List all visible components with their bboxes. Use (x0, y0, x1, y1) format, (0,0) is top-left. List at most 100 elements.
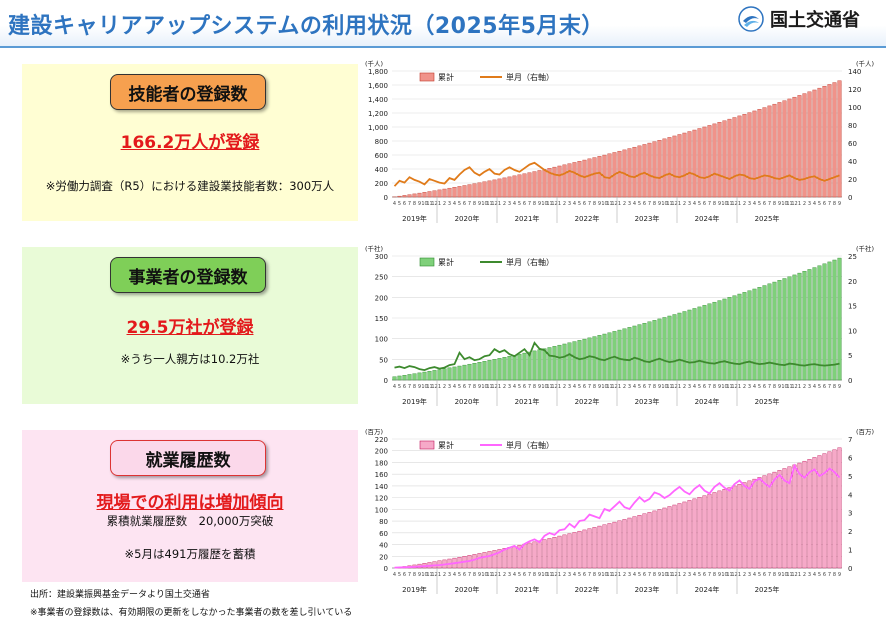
cumulative-bar (542, 348, 547, 381)
history-headline: 現場での利用は増加傾向 (96, 493, 284, 513)
year-label: 2022年 (575, 214, 600, 223)
cumulative-bar (437, 189, 442, 198)
cumulative-bar (497, 178, 502, 198)
month-tick-label: 12 (611, 384, 617, 390)
month-tick-label: 10 (721, 384, 727, 390)
cumulative-bar (747, 290, 752, 381)
cumulative-bar (672, 314, 677, 381)
y-tick-label: 100 (375, 506, 388, 514)
month-tick-label: 4 (393, 572, 396, 578)
cumulative-bar (432, 190, 437, 198)
month-tick-label: 7 (588, 572, 591, 578)
month-tick-label: 5 (758, 201, 761, 207)
month-tick-label: 10 (781, 201, 787, 207)
month-tick-label: 6 (463, 384, 466, 390)
cumulative-bar (637, 324, 642, 381)
month-tick-label: 3 (448, 201, 451, 207)
month-tick-label: 9 (418, 572, 421, 578)
month-tick-label: 9 (718, 384, 721, 390)
cumulative-bar (747, 112, 752, 198)
month-tick-label: 8 (773, 572, 776, 578)
month-tick-label: 4 (513, 572, 516, 578)
month-tick-label: 10 (661, 201, 667, 207)
month-tick-label: 8 (773, 201, 776, 207)
month-tick-label: 6 (403, 201, 406, 207)
month-tick-label: 12 (431, 572, 437, 578)
cumulative-bar (692, 129, 697, 198)
month-tick-label: 9 (538, 572, 541, 578)
month-tick-label: 2 (683, 201, 686, 207)
cumulative-bar (512, 546, 517, 569)
month-tick-label: 3 (448, 384, 451, 390)
cumulative-bar (427, 371, 432, 381)
cumulative-bar (522, 352, 527, 381)
cumulative-bar (737, 293, 742, 381)
month-tick-label: 6 (823, 384, 826, 390)
legend-line-label: 単月（右軸） (506, 257, 554, 267)
cumulative-bar (597, 335, 602, 381)
month-tick-label: 9 (598, 384, 601, 390)
cumulative-bar (607, 153, 612, 198)
month-tick-label: 10 (481, 201, 487, 207)
month-tick-label: 2 (743, 572, 746, 578)
cumulative-bar (587, 158, 592, 198)
cumulative-bar (787, 276, 792, 381)
month-tick-label: 12 (671, 201, 677, 207)
cumulative-bar (412, 193, 417, 198)
cumulative-bar (827, 261, 832, 381)
month-tick-label: 8 (593, 572, 596, 578)
skilled-workers-panel: 技能者の登録数 166.2万人が登録 ※労働力調査（R5）における建設業技能者数… (22, 64, 358, 221)
cumulative-bar (682, 132, 687, 198)
cumulative-bar (832, 449, 837, 569)
month-tick-label: 2 (803, 384, 806, 390)
cumulative-bar (652, 510, 657, 569)
mlit-logo-icon (738, 6, 764, 32)
cumulative-bar (717, 122, 722, 198)
month-tick-label: 3 (688, 201, 691, 207)
cumulative-bar (607, 523, 612, 569)
month-tick-label: 11 (666, 201, 672, 207)
cumulative-bar (792, 274, 797, 381)
cumulative-bar (677, 503, 682, 569)
month-tick-label: 1 (678, 572, 681, 578)
month-tick-label: 12 (731, 572, 737, 578)
year-label: 2024年 (695, 585, 720, 594)
month-tick-label: 9 (598, 201, 601, 207)
month-tick-label: 12 (791, 384, 797, 390)
cumulative-bar (622, 328, 627, 381)
cumulative-bar (597, 525, 602, 569)
cumulative-bar (447, 367, 452, 381)
month-tick-label: 8 (833, 201, 836, 207)
y-tick-label: 140 (375, 483, 388, 491)
cumulative-bar (587, 528, 592, 569)
month-tick-label: 10 (601, 201, 607, 207)
month-tick-label: 3 (568, 572, 571, 578)
month-tick-label: 11 (726, 201, 732, 207)
cumulative-bar (757, 109, 762, 198)
month-tick-label: 11 (486, 384, 492, 390)
month-tick-label: 5 (398, 384, 401, 390)
month-tick-label: 1 (498, 201, 501, 207)
month-tick-label: 2 (563, 572, 566, 578)
month-tick-label: 2 (563, 384, 566, 390)
cumulative-bar (452, 366, 457, 381)
cumulative-bar (462, 364, 467, 381)
y2-tick-label: 3 (848, 510, 852, 518)
cumulative-bar (787, 98, 792, 198)
month-tick-label: 3 (808, 572, 811, 578)
cumulative-bar (692, 308, 697, 381)
cumulative-bar (812, 457, 817, 569)
month-tick-label: 10 (781, 384, 787, 390)
month-tick-label: 2 (443, 384, 446, 390)
cumulative-bar (597, 156, 602, 198)
month-tick-label: 12 (731, 201, 737, 207)
cumulative-bar (807, 459, 812, 569)
month-tick-label: 10 (541, 384, 547, 390)
month-tick-label: 6 (523, 572, 526, 578)
month-tick-label: 8 (473, 201, 476, 207)
month-tick-label: 4 (513, 201, 516, 207)
cumulative-bar (822, 86, 827, 198)
cumulative-bar (657, 509, 662, 569)
cumulative-bar (717, 300, 722, 381)
month-tick-label: 9 (658, 572, 661, 578)
